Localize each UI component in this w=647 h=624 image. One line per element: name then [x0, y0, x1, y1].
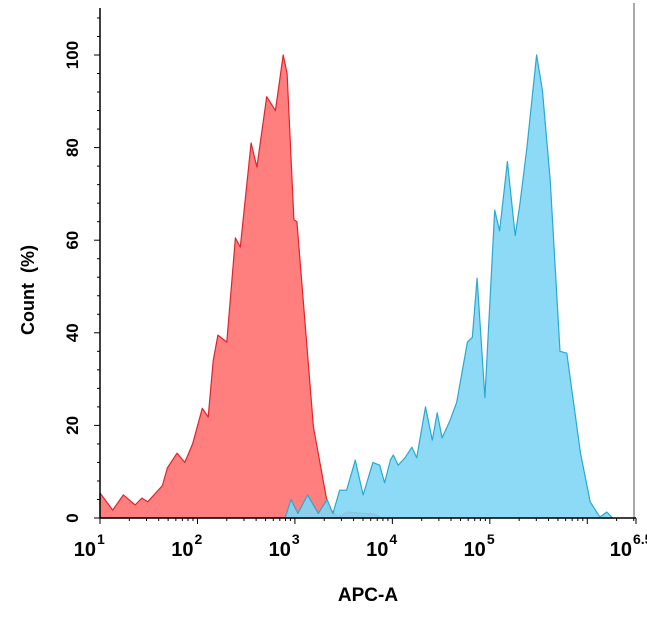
x-tick-base: 10: [74, 539, 96, 561]
x-tick-base: 10: [269, 539, 291, 561]
x-tick-label: 10 3: [269, 531, 300, 561]
histogram-series-2: [284, 54, 614, 519]
x-tick-exponent: 3: [292, 531, 300, 547]
y-tick-label: 40: [63, 323, 82, 342]
x-tick-label: 106.5: [610, 531, 647, 561]
x-tick-base: 10: [171, 539, 193, 561]
histogram-series-1: [99, 54, 383, 519]
y-ticks: 0 20 40 60 80 100: [63, 17, 100, 523]
x-tick-exponent: 1: [97, 531, 105, 547]
x-tick-label: 10 1: [74, 531, 105, 561]
y-tick-label: 60: [63, 231, 82, 250]
x-tick-base: 10: [366, 539, 388, 561]
y-axis-label: Count (%): [18, 245, 38, 335]
x-tick-exponent: 5: [487, 531, 495, 547]
series-layer: [99, 54, 614, 519]
y-tick-label: 80: [63, 138, 82, 157]
y-tick-label: 100: [63, 41, 82, 69]
x-tick-exponent: 6.5: [633, 531, 647, 547]
y-tick-label: 20: [63, 416, 82, 435]
x-tick-label: 10 4: [366, 531, 397, 561]
x-tick-exponent: 2: [194, 531, 202, 547]
x-tick-base: 10: [464, 539, 486, 561]
x-tick-base: 10: [610, 539, 632, 561]
x-tick-label: 10 2: [171, 531, 202, 561]
x-tick-exponent: 4: [389, 531, 397, 547]
x-tick-label: 10 5: [464, 531, 495, 561]
x-axis-label: APC-A: [338, 585, 398, 606]
y-tick-label: 0: [63, 513, 82, 522]
